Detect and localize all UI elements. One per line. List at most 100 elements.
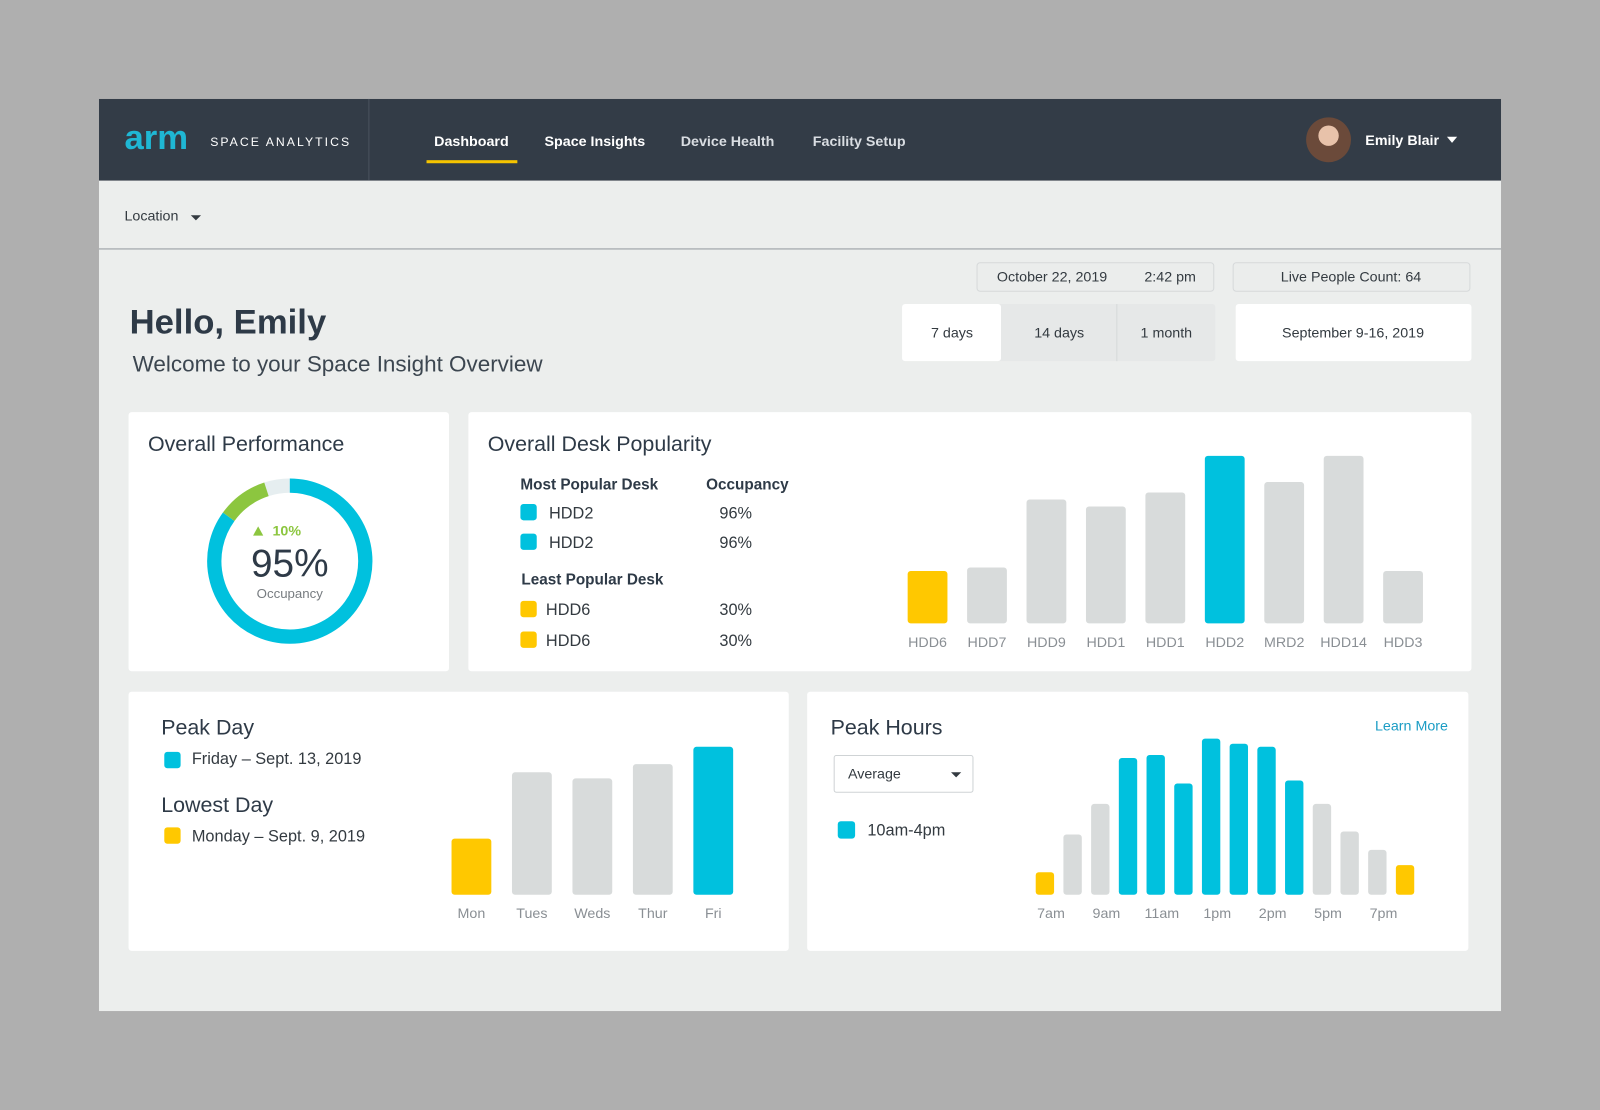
x-tick-label: HDD7 — [968, 635, 1007, 651]
bar — [1085, 506, 1126, 624]
donut — [207, 478, 373, 644]
bar — [1312, 803, 1332, 895]
desk-name: HDD6 — [546, 601, 590, 619]
card-title: Peak Day — [161, 716, 254, 740]
table-header: Occupancy — [706, 477, 789, 494]
x-tick-label: Tues — [516, 906, 547, 922]
legend-swatch — [520, 503, 537, 521]
x-tick-label: Mon — [458, 906, 486, 922]
card-title: Overall Desk Popularity — [488, 432, 712, 456]
card — [128, 691, 789, 951]
subtitle: Welcome to your Space Insight Overview — [133, 351, 544, 376]
bar — [1146, 754, 1165, 895]
legend-swatch — [164, 827, 181, 844]
desk-occupancy: 96% — [719, 534, 752, 552]
bar — [1395, 865, 1415, 895]
logo[interactable]: arm — [124, 119, 188, 157]
x-tick-label: Weds — [574, 906, 610, 922]
nav-item[interactable]: Space Insights — [545, 134, 646, 150]
change-arrow — [253, 526, 264, 536]
nav-item[interactable]: Facility Setup — [813, 134, 906, 150]
bar — [1229, 743, 1249, 895]
bar — [1257, 746, 1276, 895]
brand: SPACE ANALYTICS — [210, 135, 351, 149]
x-tick-label: 7am — [1037, 906, 1065, 922]
current-time: 2:42 pm — [1144, 270, 1196, 286]
bar — [1285, 780, 1304, 895]
x-tick-label: HDD6 — [908, 635, 947, 651]
bar — [632, 764, 673, 895]
donut-caption: Occupancy — [257, 586, 324, 601]
nav-item[interactable]: Dashboard — [434, 134, 509, 150]
desk-name: HDD2 — [549, 504, 593, 522]
bar — [1026, 499, 1067, 624]
card — [128, 412, 449, 672]
x-tick-label: HDD2 — [1205, 635, 1244, 651]
peak-day: Friday – Sept. 13, 2019 — [192, 750, 362, 768]
donut-arc — [207, 478, 373, 644]
x-tick-label: 1pm — [1203, 906, 1231, 922]
range-option[interactable]: 7 days — [931, 326, 973, 342]
bar — [1145, 492, 1186, 624]
user-name[interactable]: Emily Blair — [1365, 133, 1439, 149]
card-title: Overall Performance — [148, 432, 344, 456]
bar — [572, 778, 613, 895]
desk-name: HDD6 — [546, 632, 590, 650]
bar — [511, 772, 552, 895]
date-range[interactable]: September 9-16, 2019 — [1282, 326, 1424, 342]
card-title: Peak Hours — [831, 716, 943, 740]
bar — [1035, 872, 1055, 895]
donut-change — [222, 482, 269, 522]
bar — [1323, 455, 1364, 624]
legend-swatch — [520, 533, 537, 550]
user-caret[interactable] — [1446, 136, 1458, 143]
nav-item[interactable]: Device Health — [681, 134, 775, 150]
bar — [967, 567, 1007, 624]
x-tick-label: MRD2 — [1264, 635, 1304, 651]
table-header: Least Popular Desk — [521, 572, 663, 589]
bar — [1204, 455, 1245, 624]
bar — [1118, 758, 1138, 895]
bar — [1340, 831, 1359, 895]
live-box — [1232, 262, 1471, 292]
x-tick-label: 7pm — [1370, 906, 1398, 922]
dropdown-caret[interactable] — [951, 772, 962, 778]
learn-more[interactable]: Learn More — [1375, 718, 1448, 734]
x-tick-label: 2pm — [1259, 906, 1287, 922]
dropdown[interactable] — [833, 754, 974, 793]
legend-swatch — [520, 600, 537, 618]
x-tick-label: Thur — [638, 906, 668, 922]
greeting: Hello, Emily — [130, 304, 327, 342]
card-subtitle: Lowest Day — [161, 793, 273, 817]
donut-value: 95% — [251, 542, 329, 585]
x-tick-label: HDD9 — [1027, 635, 1066, 651]
legend-swatch — [837, 821, 856, 839]
dropdown-label[interactable]: Average — [848, 766, 901, 782]
range-option[interactable]: 1 month — [1141, 326, 1193, 342]
date-range-box[interactable] — [1235, 304, 1472, 362]
desk-table: HDD2 96% HDD2 96% HDD6 30% HDD6 30% — [520, 503, 752, 650]
range-option[interactable]: 14 days — [1034, 326, 1084, 342]
donut-track — [264, 478, 291, 497]
bar — [1368, 849, 1387, 895]
location-filter[interactable]: Location — [124, 208, 178, 224]
legend-label: 10am-4pm — [867, 822, 945, 840]
desk-occupancy: 30% — [719, 601, 752, 619]
x-tick-label: Fri — [705, 906, 722, 922]
bar — [1264, 482, 1305, 624]
bar — [1201, 738, 1221, 895]
x-tick-label: HDD1 — [1146, 635, 1185, 651]
table-header: Most Popular Desk — [520, 477, 658, 494]
bar — [1091, 803, 1110, 895]
x-tick-label: 5pm — [1314, 906, 1342, 922]
location-caret[interactable] — [190, 215, 202, 221]
date-box — [976, 262, 1215, 292]
nav-bar — [98, 98, 1502, 181]
nav-underline — [426, 160, 518, 164]
bar — [1383, 571, 1423, 624]
bar — [451, 838, 492, 895]
lowest-day: Monday – Sept. 9, 2019 — [192, 828, 365, 846]
x-tick-label: 9am — [1093, 906, 1121, 922]
range-selected[interactable] — [902, 304, 1002, 362]
avatar-face — [1318, 125, 1339, 146]
